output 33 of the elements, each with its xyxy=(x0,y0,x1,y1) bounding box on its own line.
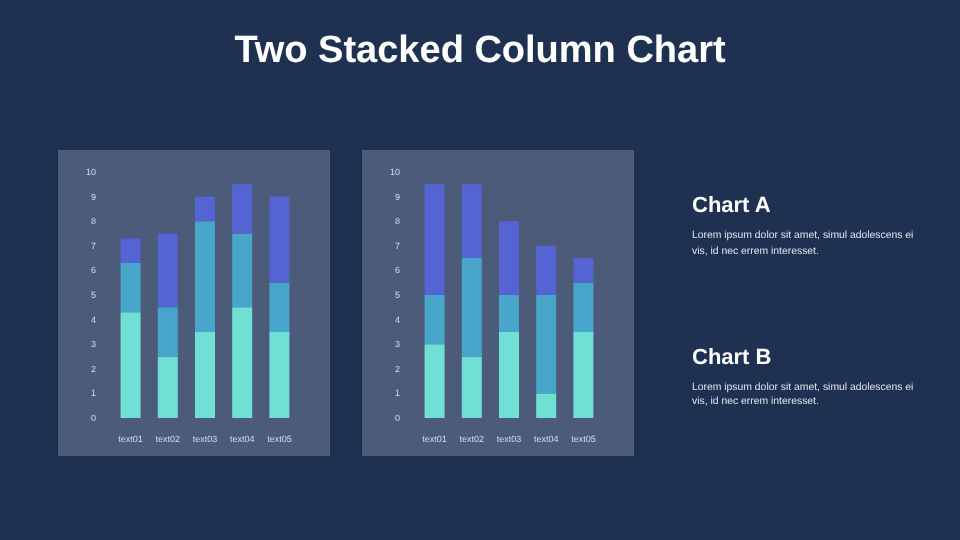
text: Chart B xyxy=(692,345,774,370)
text: Two Stacked Column Chart xyxy=(232,30,728,74)
bar xyxy=(461,356,482,418)
bar xyxy=(499,295,519,332)
bar xyxy=(536,295,557,394)
bar xyxy=(232,233,253,308)
bar xyxy=(573,258,594,283)
bar xyxy=(232,184,253,234)
bar xyxy=(120,238,141,264)
bar xyxy=(499,221,519,295)
bar xyxy=(269,196,290,283)
bar xyxy=(573,282,594,332)
bar xyxy=(195,221,215,332)
bar xyxy=(120,263,141,313)
bar xyxy=(424,184,445,295)
bar xyxy=(424,295,445,345)
bar xyxy=(269,282,290,332)
bar xyxy=(536,393,557,418)
bar xyxy=(461,184,482,259)
bar xyxy=(195,196,215,222)
bar xyxy=(461,258,482,357)
bar xyxy=(424,344,445,418)
bar xyxy=(157,233,178,308)
bar xyxy=(269,331,290,418)
bar xyxy=(536,245,557,295)
bar xyxy=(195,331,215,418)
bar xyxy=(120,312,141,418)
text: Chart A xyxy=(692,194,773,218)
bar xyxy=(232,307,253,418)
bar xyxy=(157,307,178,357)
bar xyxy=(499,331,519,418)
bar xyxy=(573,331,594,418)
bar xyxy=(157,356,178,418)
